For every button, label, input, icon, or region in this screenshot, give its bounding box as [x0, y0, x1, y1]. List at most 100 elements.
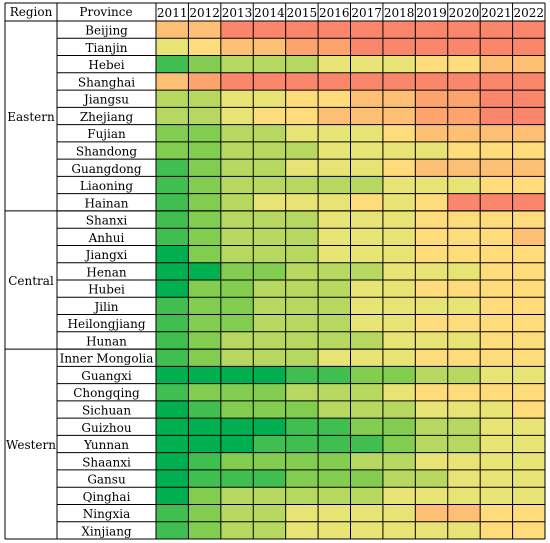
heat-cell [480, 435, 513, 453]
heat-cell [156, 349, 189, 367]
heat-cell [480, 400, 513, 419]
heat-cell [382, 504, 416, 522]
heat-cell [285, 349, 319, 367]
heat-cell [220, 21, 254, 39]
heat-cell [188, 383, 221, 401]
heat-cell [350, 55, 383, 73]
heat-cell [220, 228, 254, 246]
heat-cell [156, 228, 189, 246]
heat-cell [285, 90, 319, 108]
heat-cell [382, 469, 416, 488]
heat-cell [253, 210, 286, 229]
heat-cell [253, 504, 286, 522]
heat-cell [415, 141, 448, 160]
heat-cell [415, 487, 448, 505]
heat-cell [480, 21, 513, 39]
year-header: 2015 [287, 6, 318, 20]
heat-cell [480, 210, 513, 229]
province-label: Xinjiang [81, 524, 132, 538]
province-label: Liaoning [80, 179, 133, 193]
heat-cell [350, 383, 383, 401]
heat-cell [512, 487, 545, 505]
heat-cell [253, 72, 286, 91]
heat-cell [253, 297, 286, 315]
heat-cell [220, 504, 254, 522]
heat-cell [415, 521, 448, 539]
heat-cell [285, 314, 319, 332]
heat-cell [285, 435, 319, 453]
heat-cell [512, 55, 545, 73]
heat-cell [253, 418, 286, 436]
heat-cell [350, 90, 383, 108]
heat-cell [415, 504, 448, 522]
heat-cell [350, 193, 383, 211]
heat-cell [318, 262, 351, 280]
province-label: Shanghai [78, 75, 135, 89]
heat-cell [382, 159, 416, 177]
heat-cell [220, 435, 254, 453]
heat-cell [350, 280, 383, 298]
province-label: Guangdong [71, 162, 142, 176]
heat-cell [350, 72, 383, 91]
heat-cell [188, 280, 221, 298]
heat-cell [318, 228, 351, 246]
heat-cell [253, 124, 286, 142]
heat-cell [253, 107, 286, 125]
province-label: Qinghai [83, 490, 131, 504]
heat-cell [188, 176, 221, 194]
heat-cell [318, 487, 351, 505]
heat-cell [220, 141, 254, 160]
heat-cell [350, 521, 383, 539]
heat-cell [188, 210, 221, 229]
heat-cell [447, 469, 481, 488]
heat-cell [415, 90, 448, 108]
heat-cell [447, 90, 481, 108]
province-label: Hubei [88, 283, 125, 297]
heat-cell [188, 38, 221, 56]
heat-cell [188, 297, 221, 315]
heat-cell [447, 280, 481, 298]
heat-cell [220, 280, 254, 298]
heat-cell [220, 521, 254, 539]
province-label: Zhejiang [80, 110, 134, 124]
year-header: 2016 [319, 6, 350, 20]
heat-cell [285, 469, 319, 488]
heat-cell [447, 314, 481, 332]
province-label: Henan [86, 265, 126, 279]
province-column-header: Province [79, 5, 132, 19]
heat-cell [220, 90, 254, 108]
heat-cell [318, 400, 351, 419]
heat-cell [447, 38, 481, 56]
heat-cell [285, 487, 319, 505]
heat-cell [480, 55, 513, 73]
heat-cell [415, 21, 448, 39]
heat-cell [253, 349, 286, 367]
heat-cell [382, 487, 416, 505]
heat-cell [156, 262, 189, 280]
year-header: 2012 [189, 6, 220, 20]
heat-cell [285, 452, 319, 470]
heat-cell [447, 366, 481, 384]
heat-cell [318, 90, 351, 108]
heat-cell [220, 55, 254, 73]
heat-cell [350, 176, 383, 194]
province-label: Ningxia [83, 507, 131, 521]
heat-cell [415, 400, 448, 419]
heat-cell [156, 314, 189, 332]
heat-cell [480, 469, 513, 488]
heat-cell [415, 383, 448, 401]
heat-cell [512, 193, 545, 211]
heat-cell [480, 521, 513, 539]
heat-cell [220, 349, 254, 367]
heat-cell [480, 504, 513, 522]
heat-cell [382, 383, 416, 401]
heat-cell [447, 400, 481, 419]
heat-cell [480, 193, 513, 211]
heat-cell [350, 228, 383, 246]
heat-cell [512, 245, 545, 263]
heat-cell [350, 435, 383, 453]
heat-cell [480, 176, 513, 194]
province-label: Jiangsu [82, 93, 129, 107]
year-header: 2020 [449, 6, 480, 20]
heat-cell [188, 400, 221, 419]
